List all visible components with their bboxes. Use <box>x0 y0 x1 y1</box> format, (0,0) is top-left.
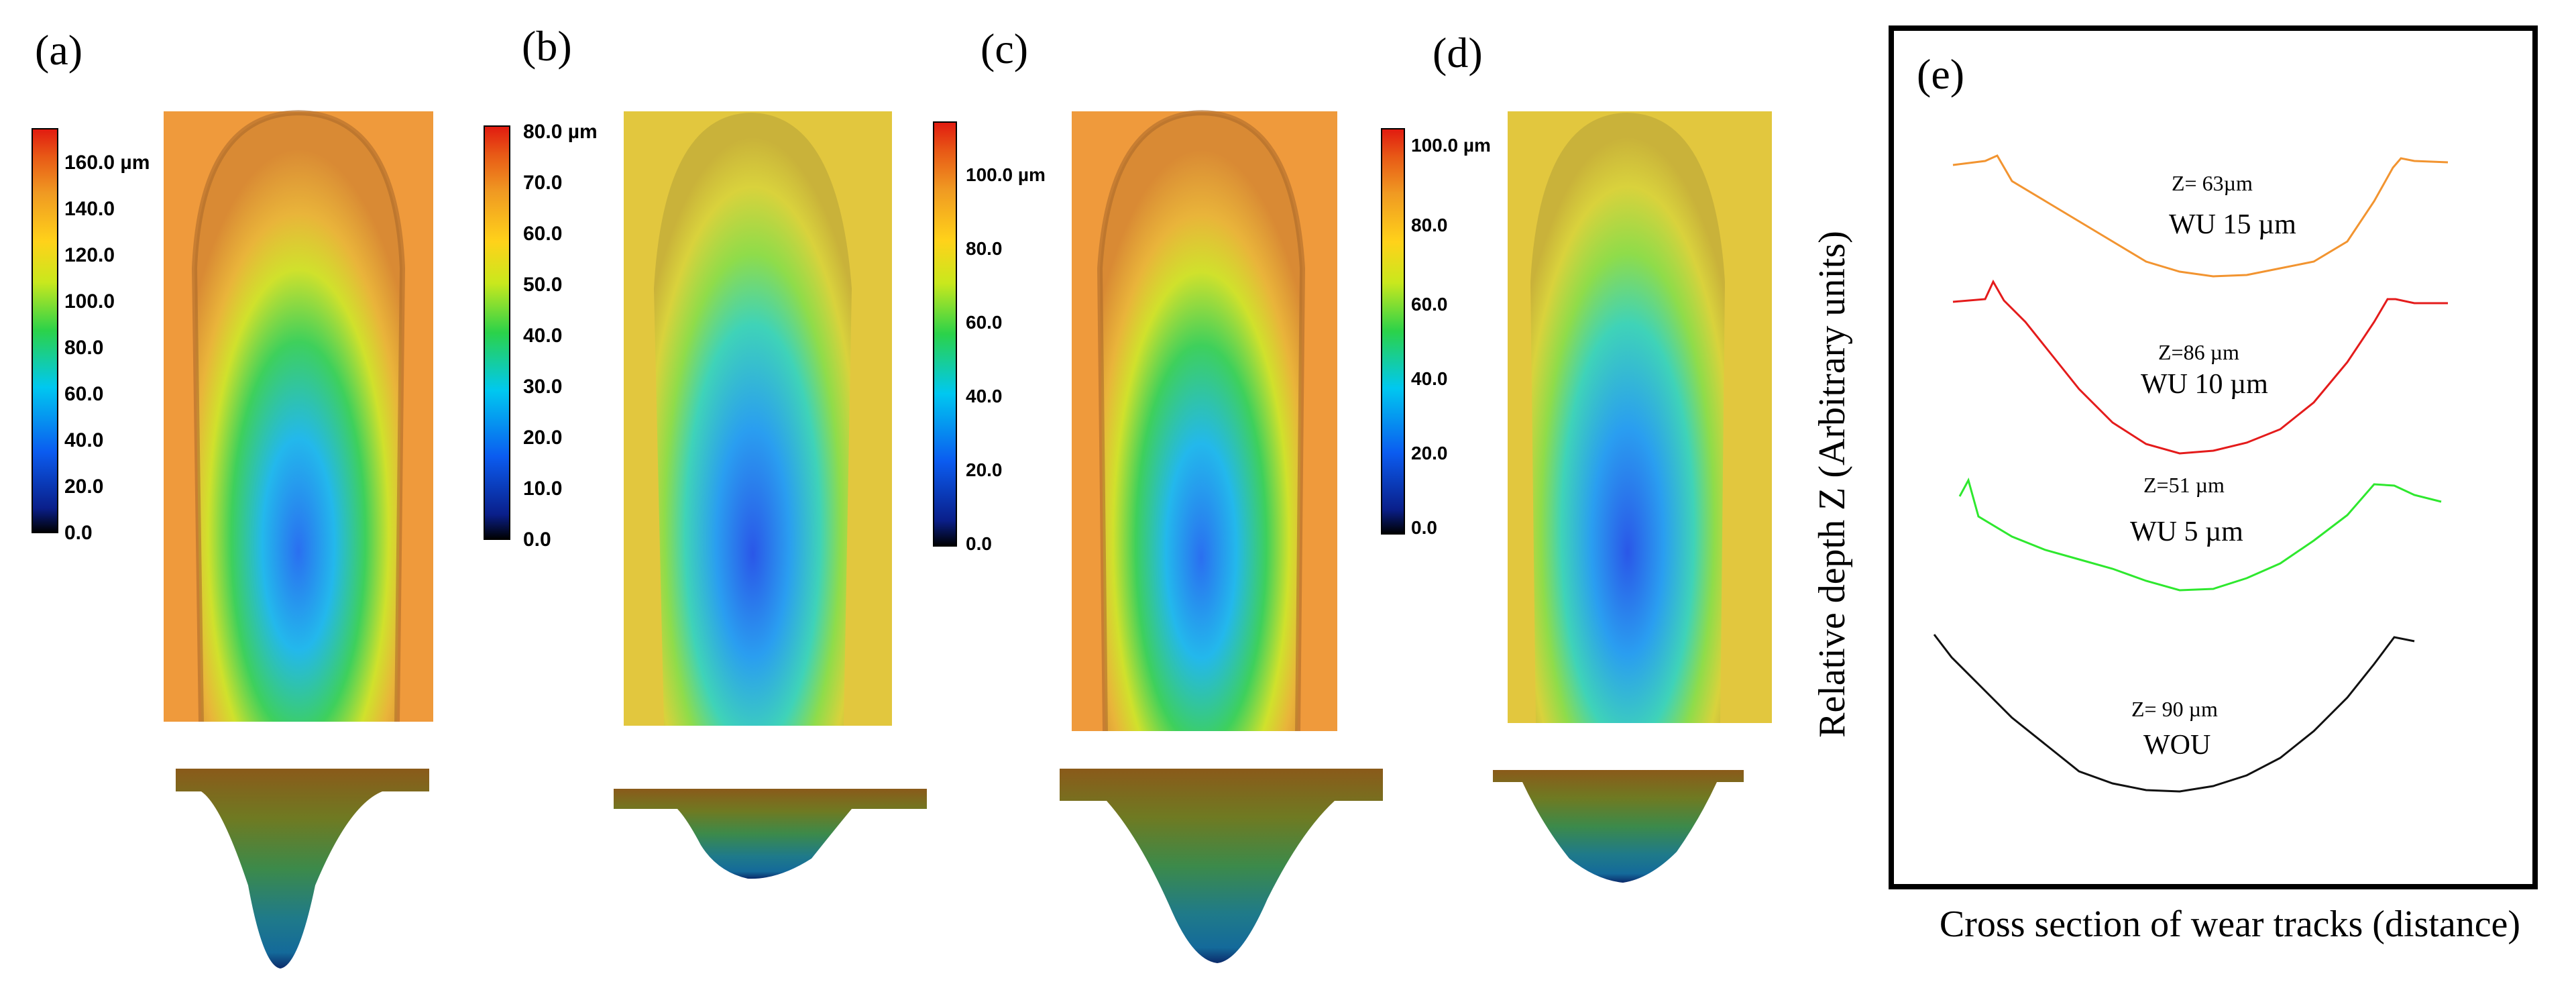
colorbar-b-tick: 20.0 <box>523 427 562 449</box>
height-map-d-wear-track <box>1530 113 1725 723</box>
panel-b: (b) 80.0 µm 70.0 60.0 50.0 40.0 30.0 20.… <box>484 22 927 879</box>
profile-line-wu10 <box>1952 279 2448 455</box>
colorbar-c-bar <box>933 121 957 547</box>
panel-b-colorbar: 80.0 µm 70.0 60.0 50.0 40.0 30.0 20.0 10… <box>484 121 598 551</box>
profile-depth-label-wu5: Z=51 µm <box>2143 473 2225 497</box>
colorbar-a-tick: 160.0 µm <box>64 152 150 174</box>
colorbar-c-tick: 0.0 <box>966 533 992 554</box>
colorbar-b-tick: 80.0 µm <box>523 121 598 143</box>
colorbar-b-tick: 70.0 <box>523 172 562 194</box>
colorbar-b-tick: 10.0 <box>523 478 562 500</box>
panel-a-cross-section <box>176 769 429 969</box>
profile-depth-label-wou: Z= 90 µm <box>2131 697 2218 721</box>
colorbar-c-tick: 40.0 <box>966 386 1003 406</box>
colorbar-c-tick: 100.0 µm <box>966 164 1046 185</box>
profile-name-label-wu10: WU 10 µm <box>2141 369 2268 400</box>
panel-c-height-map <box>1072 109 1337 732</box>
panel-d-cross-section <box>1493 770 1744 883</box>
profile-name-label-wu15: WU 15 µm <box>2169 209 2296 240</box>
colorbar-a-ticks: 160.0 µm 140.0 120.0 100.0 80.0 60.0 40.… <box>64 152 150 544</box>
profile-depth-label-wu15: Z= 63µm <box>2172 171 2253 195</box>
height-map-a-track-edge <box>191 109 406 722</box>
colorbar-d-tick: 40.0 <box>1411 368 1448 389</box>
panel-b-label: (b) <box>522 22 572 70</box>
colorbar-c-tick: 20.0 <box>966 459 1003 480</box>
panel-a: (a) 160.0 µm 140.0 120.0 100.0 80.0 60.0… <box>32 26 433 969</box>
colorbar-b-tick: 30.0 <box>523 376 562 398</box>
colorbar-b-tick: 50.0 <box>523 274 562 296</box>
colorbar-c-ticks: 100.0 µm 80.0 60.0 40.0 20.0 0.0 <box>966 164 1046 554</box>
cross-section-c <box>1060 769 1383 963</box>
cross-section-b <box>614 789 927 879</box>
panel-e-x-axis-label: Cross section of wear tracks (distance) <box>1940 903 2520 945</box>
profile-depth-label-wu10: Z=86 µm <box>2158 340 2239 364</box>
panel-a-colorbar: 160.0 µm 140.0 120.0 100.0 80.0 60.0 40.… <box>32 128 150 544</box>
colorbar-b-tick: 0.0 <box>523 529 551 551</box>
profile-name-label-wu5: WU 5 µm <box>2130 516 2243 547</box>
colorbar-a-bar <box>32 128 58 533</box>
panel-c: (c) 100.0 µm 80.0 60.0 40.0 20.0 0.0 <box>933 25 1383 963</box>
colorbar-a-tick: 120.0 <box>64 244 115 266</box>
cross-section-a <box>176 769 429 969</box>
colorbar-b-tick: 60.0 <box>523 223 562 245</box>
panel-e-y-axis-label: Relative depth Z (Arbitrary units) <box>1811 231 1853 738</box>
colorbar-a-tick: 20.0 <box>64 476 103 498</box>
colorbar-c-tick: 80.0 <box>966 238 1003 259</box>
colorbar-c-tick: 60.0 <box>966 312 1003 333</box>
colorbar-d-tick: 100.0 µm <box>1411 135 1491 156</box>
panel-d-label: (d) <box>1433 29 1483 76</box>
height-map-a-wear-track <box>194 113 402 722</box>
colorbar-b-ticks: 80.0 µm 70.0 60.0 50.0 40.0 30.0 20.0 10… <box>523 121 598 551</box>
colorbar-d-bar <box>1381 128 1405 535</box>
colorbar-b-bar <box>484 125 510 540</box>
panel-d-height-map <box>1508 111 1772 723</box>
colorbar-d-tick: 20.0 <box>1411 443 1448 463</box>
panel-e-label: (e) <box>1917 50 1964 98</box>
panel-d-colorbar: 100.0 µm 80.0 60.0 40.0 20.0 0.0 <box>1381 128 1491 538</box>
profile-name-label-wou: WOU <box>2143 730 2210 761</box>
height-map-c-track-edge <box>1097 109 1306 732</box>
colorbar-a-tick: 140.0 <box>64 198 115 220</box>
profile-line-wu15 <box>1952 154 2449 278</box>
colorbar-d-tick: 80.0 <box>1411 215 1448 235</box>
profile-line-wou <box>1933 634 2415 793</box>
panel-c-label: (c) <box>981 25 1028 72</box>
panel-c-cross-section <box>1060 769 1383 963</box>
panel-e-frame <box>1889 25 2538 889</box>
panel-e: (e) Relative depth Z (Arbitrary units) C… <box>1811 25 2538 945</box>
colorbar-a-tick: 40.0 <box>64 429 103 451</box>
colorbar-a-tick: 0.0 <box>64 522 93 544</box>
profile-line-wu5 <box>1958 478 2442 592</box>
height-map-c-wear-track <box>1100 113 1302 731</box>
panel-b-height-map <box>624 111 892 726</box>
colorbar-d-ticks: 100.0 µm 80.0 60.0 40.0 20.0 0.0 <box>1411 135 1491 538</box>
panel-d: (d) 100.0 µm 80.0 60.0 40.0 20.0 0.0 <box>1381 29 1772 883</box>
height-map-b-wear-track <box>654 113 852 726</box>
colorbar-a-tick: 100.0 <box>64 290 115 313</box>
colorbar-b-tick: 40.0 <box>523 325 562 347</box>
colorbar-a-tick: 60.0 <box>64 383 103 405</box>
cross-section-d <box>1493 770 1744 883</box>
colorbar-d-tick: 60.0 <box>1411 294 1448 315</box>
panel-a-label: (a) <box>35 26 82 74</box>
panel-c-colorbar: 100.0 µm 80.0 60.0 40.0 20.0 0.0 <box>933 121 1046 554</box>
colorbar-d-tick: 0.0 <box>1411 517 1437 538</box>
panel-b-cross-section <box>614 789 927 879</box>
colorbar-a-tick: 80.0 <box>64 337 103 359</box>
panel-a-height-map <box>164 109 433 722</box>
